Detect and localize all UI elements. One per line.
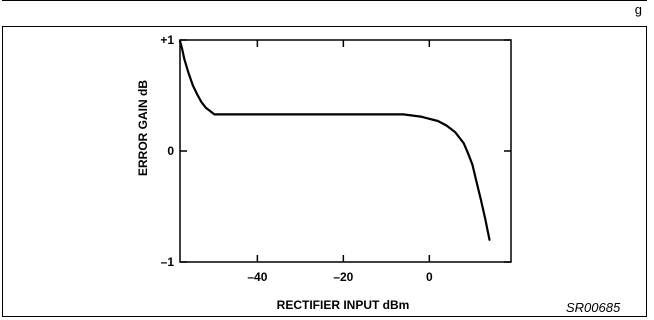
top-rule	[2, 0, 647, 1]
x-tick-label-2: 0	[426, 270, 433, 284]
x-tick-label-0: –40	[247, 270, 267, 284]
figure-id: SR00685	[566, 300, 621, 315]
y-axis-title: ERROR GAIN dB	[136, 80, 150, 176]
y-tick-label-2: –1	[161, 255, 175, 269]
plot-area	[179, 39, 512, 263]
figure-frame	[2, 26, 647, 317]
error-gain-curve	[178, 40, 491, 241]
x-tick-label-1: –20	[333, 270, 353, 284]
y-tick-label-0: +1	[160, 33, 174, 47]
top-note-text: g	[634, 2, 642, 17]
x-axis-title: RECTIFIER INPUT dBm	[277, 298, 410, 312]
y-tick-label-1: 0	[167, 144, 174, 158]
